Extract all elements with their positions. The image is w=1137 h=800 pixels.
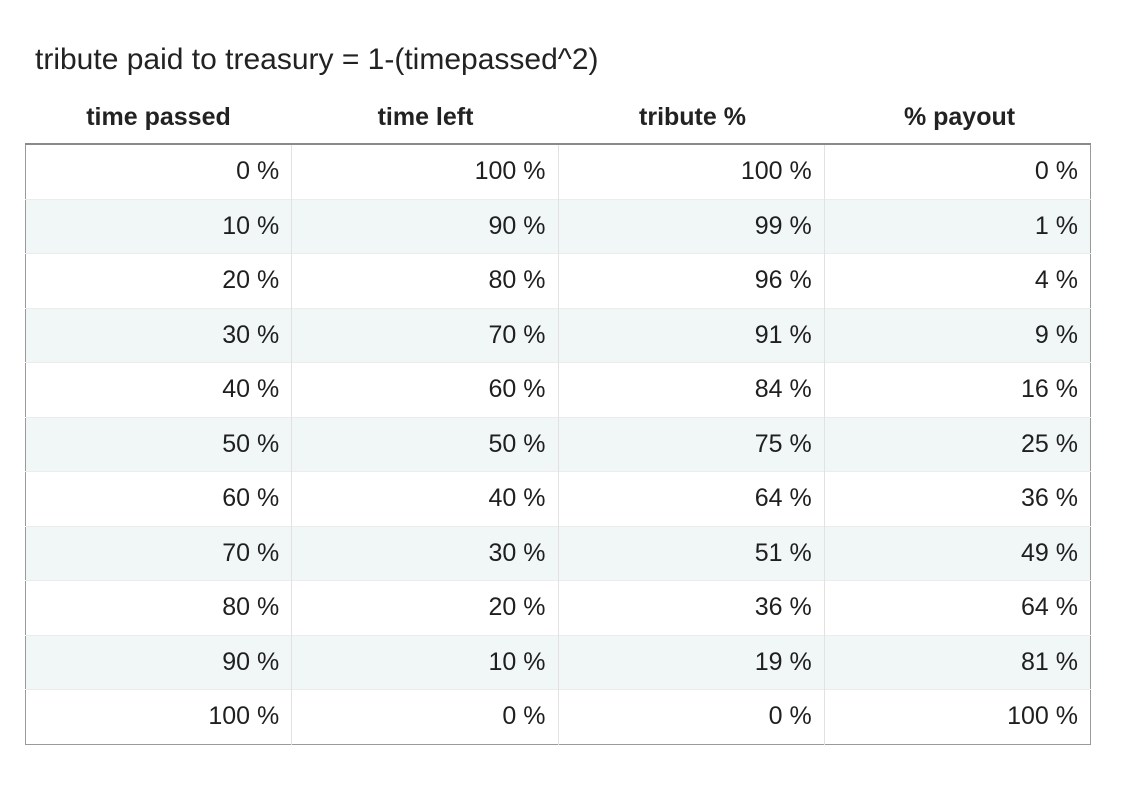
cell-time-left: 50 %: [291, 416, 558, 472]
cell-time-left: 100 %: [291, 144, 558, 199]
cell-tribute: 19 %: [557, 634, 825, 690]
cell-tribute: 100 %: [557, 144, 825, 199]
cell-tribute: 91 %: [557, 307, 825, 363]
table-row: 90 % 10 % 19 % 81 %: [25, 634, 1091, 690]
table-row: 80 % 20 % 36 % 64 %: [25, 580, 1091, 635]
cell-tribute: 0 %: [557, 689, 825, 744]
cell-time-left: 30 %: [291, 525, 558, 581]
column-header-time-left: time left: [377, 103, 474, 131]
table-row: 0 % 100 % 100 % 0 %: [25, 144, 1091, 199]
table-header: time passed time left tribute % % payout: [25, 98, 1093, 138]
table-row: 30 % 70 % 91 % 9 %: [25, 307, 1091, 363]
column-header-time-passed: time passed: [86, 103, 231, 131]
column-header-payout: % payout: [903, 103, 1016, 131]
table-row: 100 % 0 % 0 % 100 %: [25, 689, 1091, 744]
cell-time-left: 70 %: [291, 307, 558, 363]
cell-tribute: 96 %: [557, 253, 825, 308]
cell-payout: 1 %: [823, 198, 1091, 254]
cell-payout: 100 %: [823, 689, 1091, 744]
cell-time-left: 90 %: [291, 198, 558, 254]
cell-payout: 9 %: [823, 307, 1091, 363]
cell-time-passed: 0 %: [25, 144, 292, 199]
cell-time-passed: 80 %: [25, 580, 292, 635]
table-row: 10 % 90 % 99 % 1 %: [25, 198, 1091, 254]
cell-time-passed: 90 %: [25, 634, 292, 690]
cell-payout: 0 %: [823, 144, 1091, 199]
table-row: 60 % 40 % 64 % 36 %: [25, 471, 1091, 526]
table-row: 40 % 60 % 84 % 16 %: [25, 362, 1091, 417]
cell-time-passed: 40 %: [25, 362, 292, 417]
cell-time-left: 80 %: [291, 253, 558, 308]
cell-time-passed: 20 %: [25, 253, 292, 308]
cell-tribute: 99 %: [557, 198, 825, 254]
table-row: 50 % 50 % 75 % 25 %: [25, 416, 1091, 472]
cell-tribute: 64 %: [557, 471, 825, 526]
cell-time-passed: 100 %: [25, 689, 292, 744]
cell-payout: 36 %: [823, 471, 1091, 526]
cell-time-passed: 10 %: [25, 198, 292, 254]
cell-time-left: 0 %: [291, 689, 558, 744]
cell-time-passed: 70 %: [25, 525, 292, 581]
cell-time-left: 40 %: [291, 471, 558, 526]
cell-time-passed: 60 %: [25, 471, 292, 526]
column-header-tribute: tribute %: [639, 103, 746, 131]
cell-time-passed: 50 %: [25, 416, 292, 472]
cell-payout: 49 %: [823, 525, 1091, 581]
cell-tribute: 51 %: [557, 525, 825, 581]
cell-payout: 25 %: [823, 416, 1091, 472]
cell-time-left: 10 %: [291, 634, 558, 690]
cell-time-left: 20 %: [291, 580, 558, 635]
cell-tribute: 84 %: [557, 362, 825, 417]
cell-payout: 64 %: [823, 580, 1091, 635]
table-row: 70 % 30 % 51 % 49 %: [25, 525, 1091, 581]
cell-payout: 81 %: [823, 634, 1091, 690]
table-row: 20 % 80 % 96 % 4 %: [25, 253, 1091, 308]
cell-tribute: 75 %: [557, 416, 825, 472]
data-table: 0 % 100 % 100 % 0 % 10 % 90 % 99 % 1 % 20 % 80 % 9…: [25, 143, 1091, 745]
table-title: tribute paid to treasury = 1-(timepassed…: [35, 43, 599, 76]
cell-payout: 4 %: [823, 253, 1091, 308]
cell-time-passed: 30 %: [25, 307, 292, 363]
cell-tribute: 36 %: [557, 580, 825, 635]
cell-time-left: 60 %: [291, 362, 558, 417]
cell-payout: 16 %: [823, 362, 1091, 417]
